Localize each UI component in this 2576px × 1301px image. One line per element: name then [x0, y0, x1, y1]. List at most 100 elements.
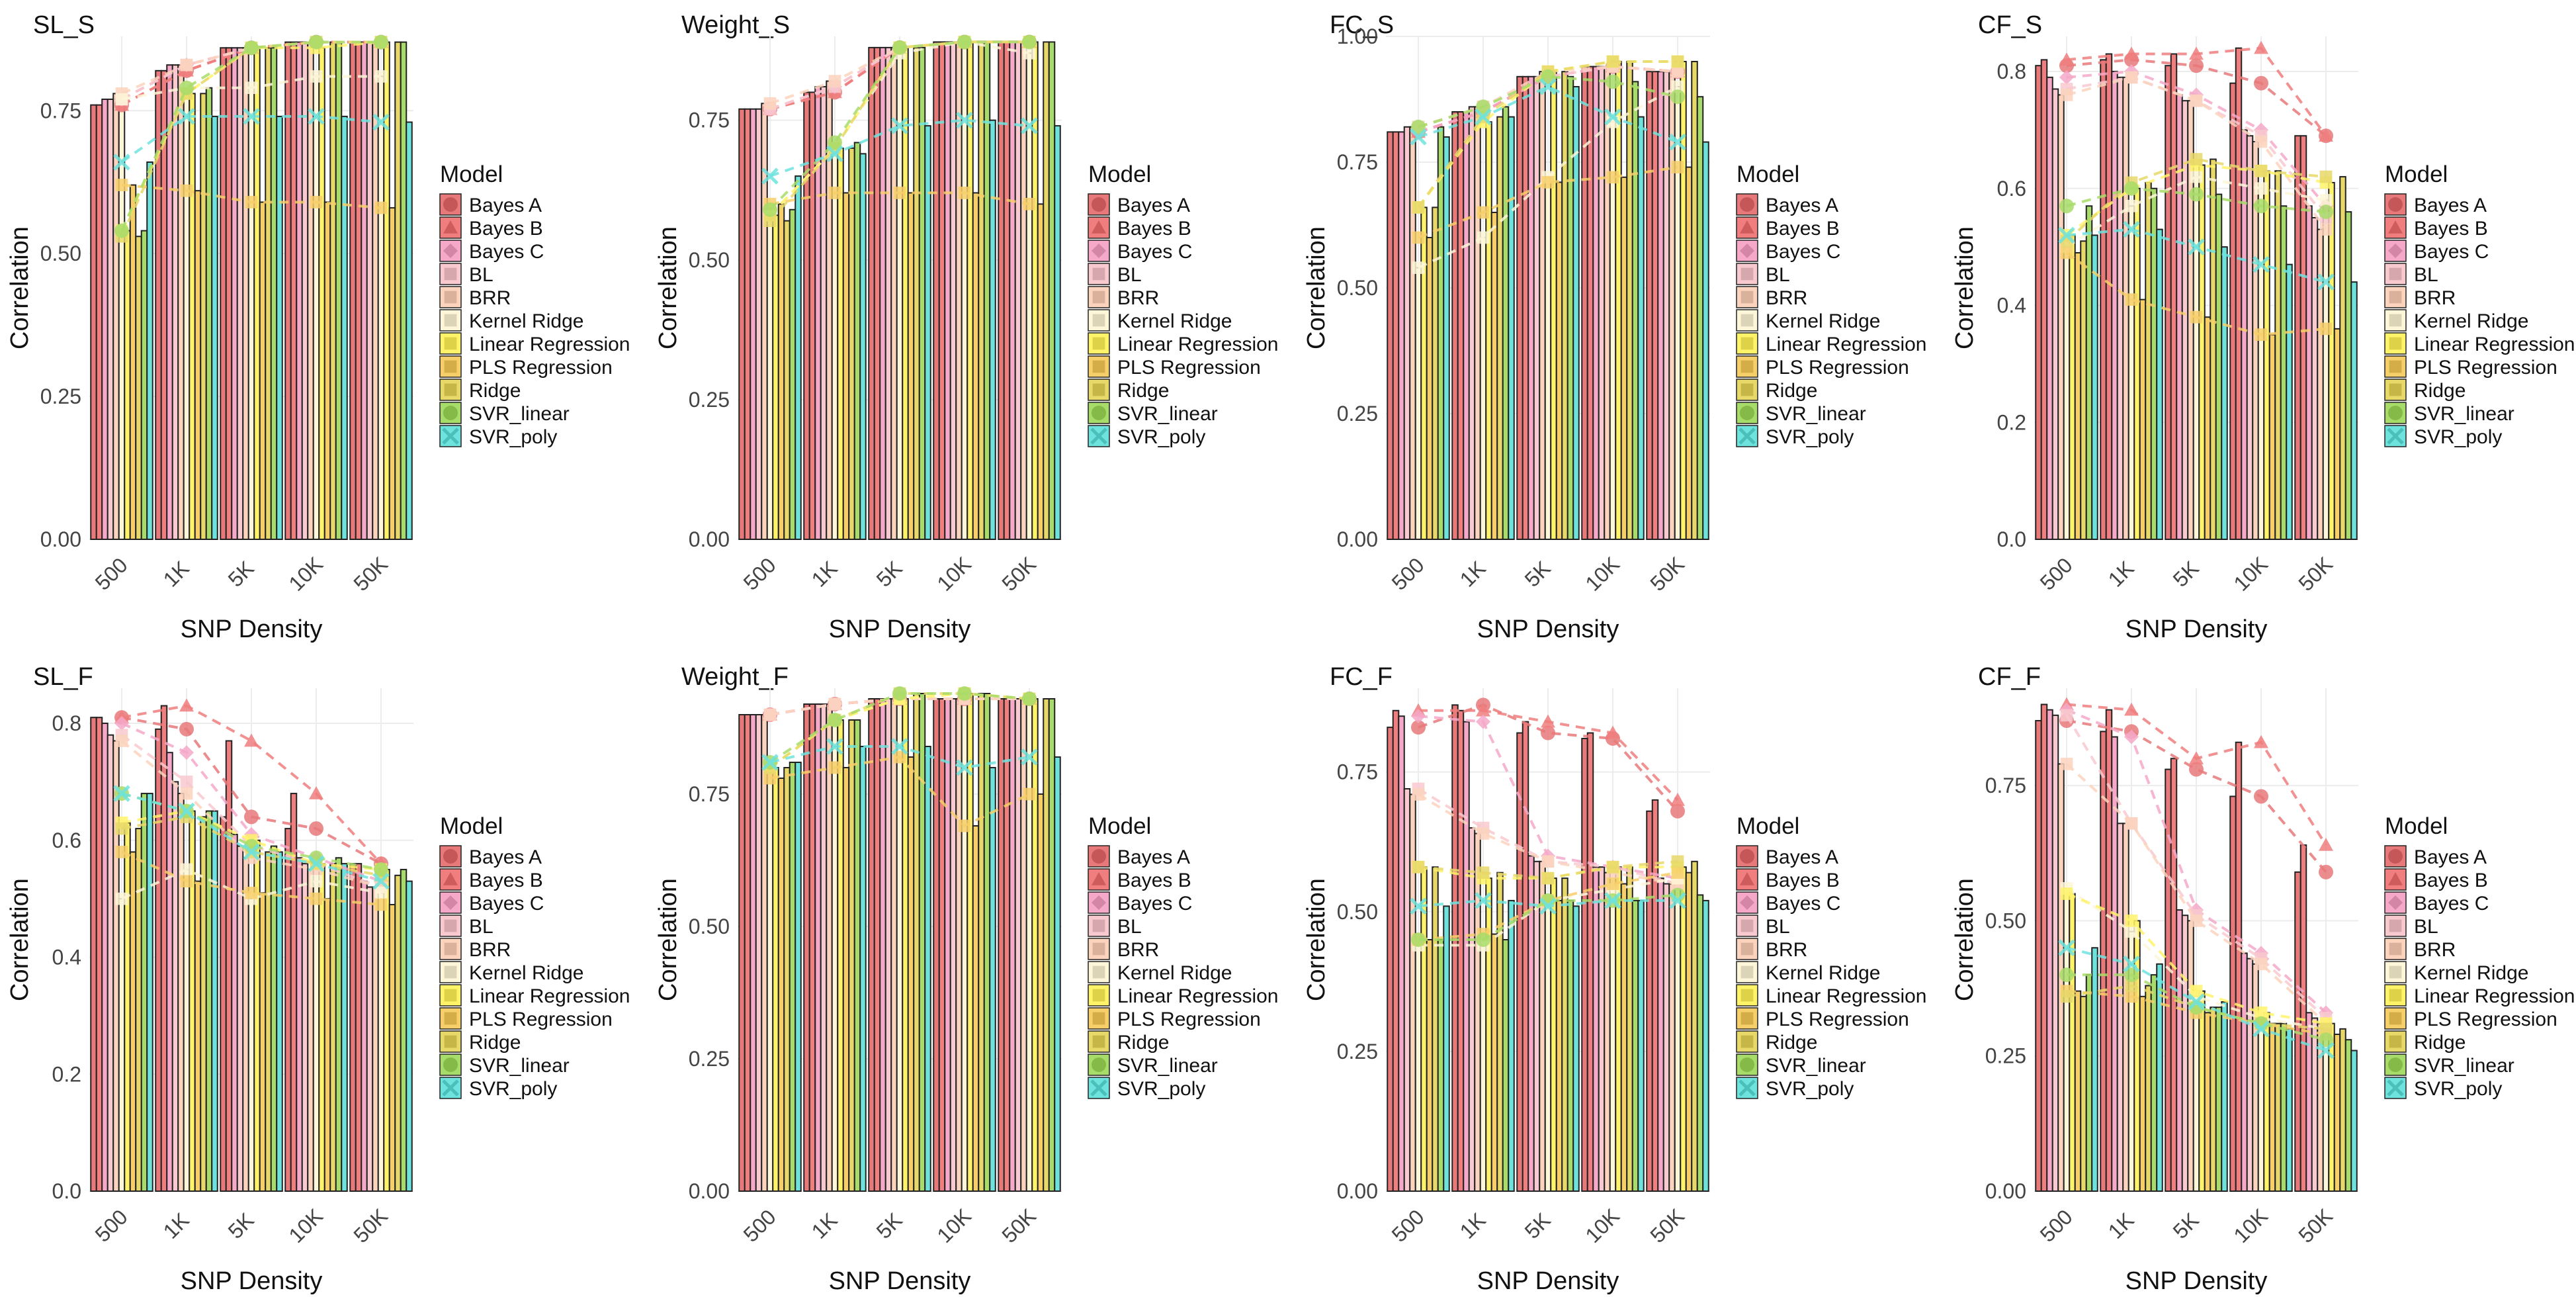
- series-point: [2124, 181, 2139, 196]
- bar: [1598, 866, 1606, 1192]
- legend-label: Ridge: [1766, 1032, 1817, 1054]
- legend-key: [1736, 915, 1758, 937]
- series-point: [310, 196, 323, 208]
- legend-label: BL: [469, 916, 494, 938]
- series-point: [1539, 897, 1557, 915]
- bar: [101, 99, 108, 540]
- bar: [2246, 958, 2254, 1192]
- bar: [837, 147, 844, 540]
- legend-label: Bayes B: [1117, 870, 1191, 891]
- series-line: [1418, 893, 1678, 941]
- legend-marker: [444, 360, 457, 373]
- bar: [231, 47, 238, 541]
- series-point: [2189, 58, 2204, 73]
- bar: [140, 793, 148, 1192]
- x-tick-label: 10K: [284, 552, 327, 596]
- bar: [831, 719, 839, 1192]
- legend-label: Ridge: [469, 1032, 521, 1054]
- bar: [2305, 1012, 2313, 1192]
- bar: [1457, 709, 1465, 1192]
- bar: [160, 705, 168, 1192]
- bar: [265, 47, 272, 541]
- bar: [2181, 100, 2189, 541]
- series-point: [2254, 958, 2268, 971]
- bar: [1522, 75, 1529, 541]
- legend-label: SVR_linear: [2414, 403, 2514, 425]
- bar: [329, 863, 337, 1192]
- bar: [366, 886, 374, 1192]
- legend-marker: [443, 872, 458, 885]
- bar: [323, 898, 331, 1192]
- series-point: [179, 721, 194, 737]
- series-point: [958, 819, 971, 832]
- bar: [1414, 944, 1422, 1192]
- y-tick-label: 0.75: [1985, 774, 2026, 797]
- bar: [211, 115, 218, 540]
- bar: [2127, 205, 2135, 540]
- series-point: [1412, 231, 1425, 244]
- bar: [2040, 59, 2048, 541]
- legend-marker: [1092, 919, 1105, 932]
- bar: [783, 220, 791, 540]
- y-tick-label: 0.25: [1337, 402, 1378, 426]
- legend-label: Linear Regression: [1766, 334, 1926, 355]
- legend-marker: [1092, 383, 1105, 396]
- legend-marker: [1740, 872, 1754, 885]
- bar: [95, 104, 103, 541]
- bar: [820, 703, 828, 1192]
- legend-label: Ridge: [2414, 1032, 2466, 1054]
- series-point: [2060, 89, 2073, 101]
- legend-marker: [1092, 1035, 1105, 1048]
- bar: [1615, 866, 1622, 1192]
- bar: [335, 857, 343, 1192]
- series-point: [1412, 860, 1425, 874]
- series-line: [121, 792, 382, 871]
- legend-label: Bayes A: [1766, 195, 1838, 216]
- bar: [341, 115, 348, 540]
- series-point: [1476, 703, 1490, 717]
- series-point: [2319, 170, 2333, 183]
- bar: [1609, 121, 1617, 540]
- bar: [242, 857, 249, 1192]
- bar: [194, 880, 202, 1192]
- bar: [842, 767, 850, 1192]
- y-tick-label: 0.50: [689, 248, 730, 272]
- series-point: [308, 855, 325, 872]
- bar: [388, 207, 396, 540]
- bar: [848, 719, 855, 1192]
- series-line: [2065, 887, 2327, 1030]
- legend-marker: [1740, 895, 1754, 910]
- bar: [879, 46, 886, 540]
- legend-marker: [1740, 1012, 1754, 1025]
- legend-marker: [1090, 1079, 1107, 1097]
- legend-marker: [1740, 220, 1754, 234]
- series-point: [1477, 231, 1490, 244]
- bar: [794, 175, 802, 541]
- bar: [1586, 732, 1594, 1192]
- y-axis-title: Correlation: [1951, 878, 1979, 1001]
- bar: [998, 698, 1005, 1192]
- y-tick-label: 0.75: [1337, 760, 1378, 784]
- series-point: [2254, 199, 2268, 214]
- bar: [1403, 126, 1411, 541]
- bar: [794, 762, 802, 1192]
- series-point: [763, 214, 777, 228]
- bar: [361, 41, 368, 541]
- series-point: [1412, 261, 1425, 274]
- series-point: [761, 754, 779, 771]
- bar: [225, 740, 233, 1192]
- legend-marker: [444, 291, 457, 304]
- bar: [1048, 698, 1056, 1192]
- bar: [2268, 1022, 2276, 1192]
- bar: [2268, 334, 2276, 540]
- x-tick-label: 5K: [2168, 557, 2204, 592]
- bar: [400, 868, 408, 1192]
- bar: [2187, 920, 2194, 1192]
- bar: [318, 863, 325, 1192]
- bar: [2274, 1022, 2282, 1192]
- series-point: [114, 716, 129, 731]
- bar: [377, 75, 385, 541]
- series-point: [1671, 866, 1684, 879]
- bar: [205, 87, 213, 540]
